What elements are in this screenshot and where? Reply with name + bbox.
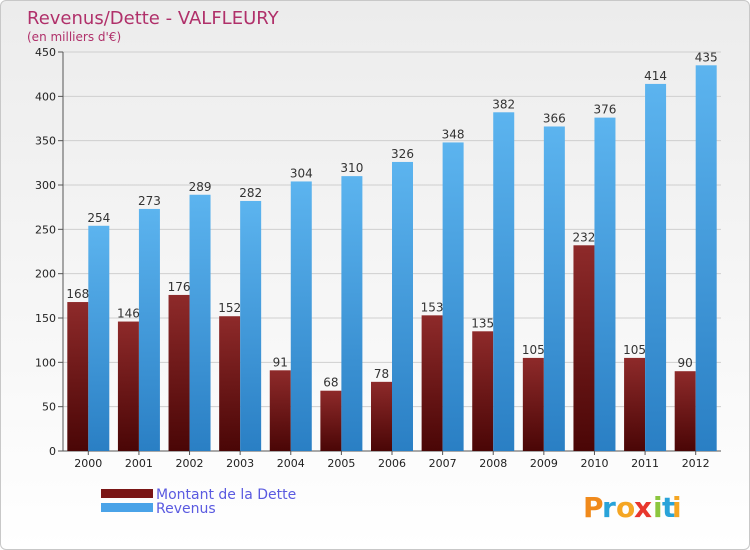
debt-bar — [472, 331, 494, 451]
revenue-bar — [138, 208, 160, 451]
revenue-value-label: 435 — [695, 50, 718, 64]
revenue-value-label: 414 — [644, 69, 667, 83]
debt-bar — [269, 370, 291, 451]
debt-bar — [371, 381, 392, 451]
revenue-bar — [392, 161, 413, 452]
debt-bar — [522, 357, 544, 451]
x-tick-label: 2012 — [682, 457, 710, 470]
debt-bar — [573, 245, 595, 451]
revenue-value-label: 382 — [492, 97, 515, 111]
y-tick-label: 250 — [35, 223, 56, 236]
debt-bar — [624, 357, 646, 451]
legend-label-debt: Montant de la Dette — [156, 487, 296, 503]
y-tick-label: 100 — [35, 356, 56, 369]
x-tick-label: 2003 — [226, 457, 254, 470]
axes: 0 50 100 150 200 250 300 350 400 450 2000 2001 2002 2… — [35, 46, 721, 470]
x-tick-label: 2007 — [429, 457, 457, 470]
logo-letter: t — [662, 491, 675, 524]
logo-letter: i — [672, 491, 682, 524]
revenue-value-label: 254 — [87, 211, 110, 225]
debt-value-label: 90 — [678, 356, 693, 370]
bars — [67, 65, 717, 452]
revenue-value-label: 310 — [340, 161, 363, 175]
debt-value-label: 152 — [218, 301, 241, 315]
revenue-bar — [189, 194, 211, 451]
x-tick-label: 2008 — [479, 457, 507, 470]
y-tick-label: 200 — [35, 268, 56, 281]
value-labels: 168 254 146 273 176 289 152 282 91 304 68 310 78 326 1… — [66, 50, 717, 389]
logo-letter: i — [653, 491, 663, 524]
debt-value-label: 153 — [421, 300, 444, 314]
x-tick-label: 2001 — [125, 457, 153, 470]
revenue-value-label: 304 — [290, 166, 313, 180]
revenue-bar — [88, 225, 110, 451]
logo-letter: o — [616, 491, 635, 524]
x-tick-label: 2002 — [176, 457, 204, 470]
revenue-bar — [442, 142, 464, 451]
revenue-value-label: 273 — [138, 194, 161, 208]
debt-value-label: 135 — [471, 316, 494, 330]
revenue-bar — [594, 117, 616, 451]
legend-swatch-revenue — [101, 503, 153, 512]
debt-bar — [168, 294, 190, 451]
debt-value-label: 146 — [117, 307, 140, 321]
debt-bar — [421, 315, 443, 451]
debt-value-label: 68 — [323, 376, 338, 390]
y-tick-label: 400 — [35, 90, 56, 103]
x-tick-label: 2011 — [631, 457, 659, 470]
x-tick-label: 2010 — [580, 457, 608, 470]
logo-letter: r — [602, 491, 616, 524]
revenue-value-label: 376 — [594, 103, 617, 117]
revenue-bar — [543, 126, 565, 451]
debt-value-label: 176 — [168, 280, 191, 294]
revenue-bar — [341, 176, 363, 451]
revenue-bar — [290, 181, 312, 451]
revenue-bar — [695, 65, 717, 452]
revenue-bar — [645, 83, 667, 452]
y-tick-label: 450 — [35, 46, 56, 59]
y-tick-label: 50 — [42, 401, 56, 414]
debt-value-label: 78 — [374, 367, 389, 381]
proxiti-logo: Pr ox i ti — [583, 491, 682, 524]
debt-bar — [67, 302, 89, 451]
chart-title: Revenus/Dette - VALFLEURY — [27, 8, 280, 29]
revenue-value-label: 326 — [391, 147, 414, 161]
y-tick-label: 150 — [35, 312, 56, 325]
x-tick-label: 2000 — [74, 457, 102, 470]
x-tick-label: 2006 — [378, 457, 406, 470]
debt-bar — [219, 316, 241, 451]
debt-bar — [117, 321, 139, 451]
revenue-value-label: 282 — [239, 186, 262, 200]
revenue-bar — [240, 200, 262, 451]
debt-value-label: 232 — [573, 230, 596, 244]
debt-value-label: 91 — [273, 355, 288, 369]
revenue-value-label: 348 — [442, 127, 465, 141]
debt-bar — [674, 371, 696, 451]
debt-value-label: 105 — [522, 343, 545, 357]
x-tick-label: 2004 — [277, 457, 305, 470]
debt-value-label: 105 — [623, 343, 646, 357]
x-tick-label: 2009 — [530, 457, 558, 470]
legend-label-revenue: Revenus — [156, 501, 216, 517]
chart-subtitle: (en milliers d'€) — [27, 30, 121, 44]
revenue-value-label: 366 — [543, 111, 566, 125]
y-tick-label: 300 — [35, 179, 56, 192]
debt-value-label: 168 — [66, 287, 89, 301]
x-tick-label: 2005 — [327, 457, 355, 470]
logo-letter: x — [634, 491, 652, 524]
y-tick-label: 0 — [49, 445, 56, 458]
debt-bar — [320, 390, 342, 451]
y-tick-label: 350 — [35, 135, 56, 148]
logo-letter: P — [583, 491, 604, 524]
revenue-value-label: 289 — [189, 180, 212, 194]
legend-swatch-debt — [101, 489, 153, 498]
revenue-bar — [493, 112, 515, 451]
